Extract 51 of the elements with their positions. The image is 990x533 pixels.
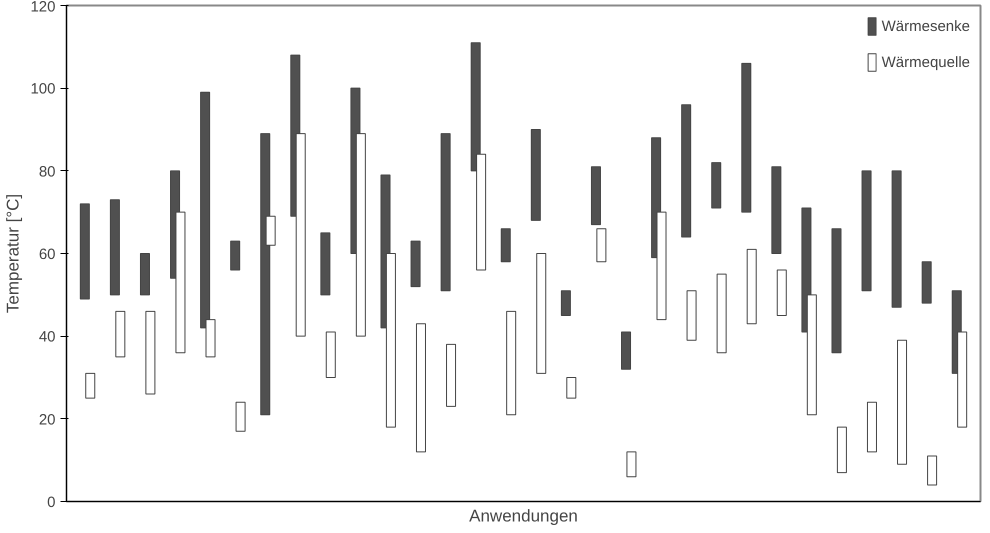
bar [922,261,932,304]
bar [530,129,541,221]
y-tick-label: 60 [38,246,56,263]
bar [836,426,847,474]
bar [626,451,636,478]
bar [897,340,908,465]
bar [320,232,330,296]
bar [771,166,782,254]
bar [410,240,421,288]
bar [506,310,516,416]
bar [230,240,240,271]
bar [110,199,120,296]
bar [831,228,842,354]
bar [686,290,697,341]
bar [145,310,156,395]
legend-label: Wärmesenke [882,18,970,34]
bar [711,162,722,209]
bar [776,270,787,316]
bar [927,456,938,486]
bar [621,332,632,370]
bar [862,170,872,292]
bar [560,290,571,316]
x-axis-title: Anwendungen [469,506,578,526]
bar [440,133,451,292]
bar [590,166,601,226]
bar [446,344,456,407]
bar [741,62,752,213]
bar [416,323,426,452]
bar [236,402,246,432]
y-tick-label: 100 [30,80,56,98]
bar [536,253,546,374]
bar [596,228,606,262]
bar [716,274,727,354]
bar [140,253,150,296]
y-tick-label: 120 [30,0,56,16]
y-tick-label: 40 [38,328,56,346]
y-axis-title: Temperatur [°C] [3,194,22,314]
y-tick-label: 80 [38,163,56,180]
y-tick-label: 0 [47,494,56,511]
bar [80,203,90,300]
bar [892,170,902,308]
bar [681,104,692,238]
bar [115,310,126,358]
y-tick-label: 20 [38,411,56,428]
bar [866,402,877,452]
bar [85,372,96,399]
legend-label: Wärmequelle [882,54,970,70]
bar [746,248,757,324]
bar [326,332,336,378]
bar [500,228,511,262]
bar [566,377,576,399]
